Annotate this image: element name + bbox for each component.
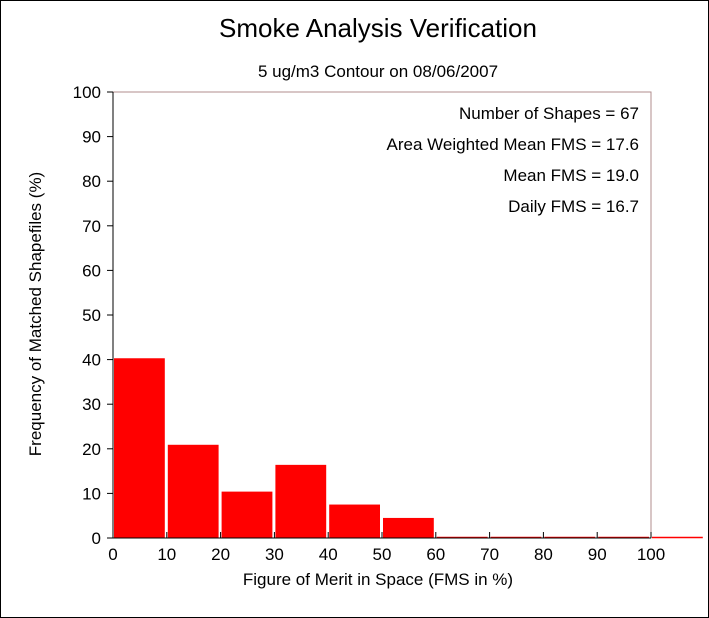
y-tick-label-50: 50	[82, 306, 101, 325]
y-tick-label-60: 60	[82, 261, 101, 280]
chart-title: Smoke Analysis Verification	[219, 13, 537, 43]
bar-10-20	[167, 444, 219, 538]
bar-50-60	[383, 517, 434, 538]
chart-subtitle: 5 ug/m3 Contour on 08/06/2007	[258, 62, 498, 81]
y-tick-label-80: 80	[82, 172, 101, 191]
x-tick-label-40: 40	[319, 545, 338, 564]
x-tick-label-90: 90	[588, 545, 607, 564]
x-tick-label-60: 60	[426, 545, 445, 564]
bar-20-30	[221, 491, 273, 538]
y-tick-label-20: 20	[82, 440, 101, 459]
y-tick-label-90: 90	[82, 128, 101, 147]
x-tick-label-80: 80	[534, 545, 553, 564]
y-tick-label-0: 0	[92, 529, 101, 548]
x-tick-label-70: 70	[480, 545, 499, 564]
bar-0-10	[114, 358, 165, 538]
bar-40-50	[329, 504, 380, 538]
x-tick-label-30: 30	[265, 545, 284, 564]
x-tick-label-20: 20	[211, 545, 230, 564]
axes-group: 0 10 20 30 40 50 60 70 80 90 100 0 10 20 30 40 50 60 70 80 9…	[73, 83, 666, 564]
x-tick-label-100: 100	[637, 545, 665, 564]
x-tick-label-10: 10	[157, 545, 176, 564]
bars-group	[114, 358, 703, 539]
stat-line-3: Mean FMS = 19.0	[503, 166, 639, 185]
y-tick-label-10: 10	[82, 484, 101, 503]
y-tick-label-30: 30	[82, 395, 101, 414]
y-tick-label-70: 70	[82, 217, 101, 236]
y-tick-label-40: 40	[82, 351, 101, 370]
stat-line-2: Area Weighted Mean FMS = 17.6	[387, 135, 639, 154]
stat-line-4: Daily FMS = 16.7	[508, 197, 639, 216]
y-axis-label: Frequency of Matched Shapefiles (%)	[26, 172, 45, 456]
x-axis-label: Figure of Merit in Space (FMS in %)	[243, 570, 513, 589]
stats-annotations: Number of Shapes = 67 Area Weighted Mean …	[387, 104, 639, 216]
x-tick-label-0: 0	[108, 545, 117, 564]
x-tick-label-50: 50	[373, 545, 392, 564]
bar-30-40	[275, 464, 327, 538]
stat-line-1: Number of Shapes = 67	[459, 104, 639, 123]
y-tick-label-100: 100	[73, 83, 101, 102]
